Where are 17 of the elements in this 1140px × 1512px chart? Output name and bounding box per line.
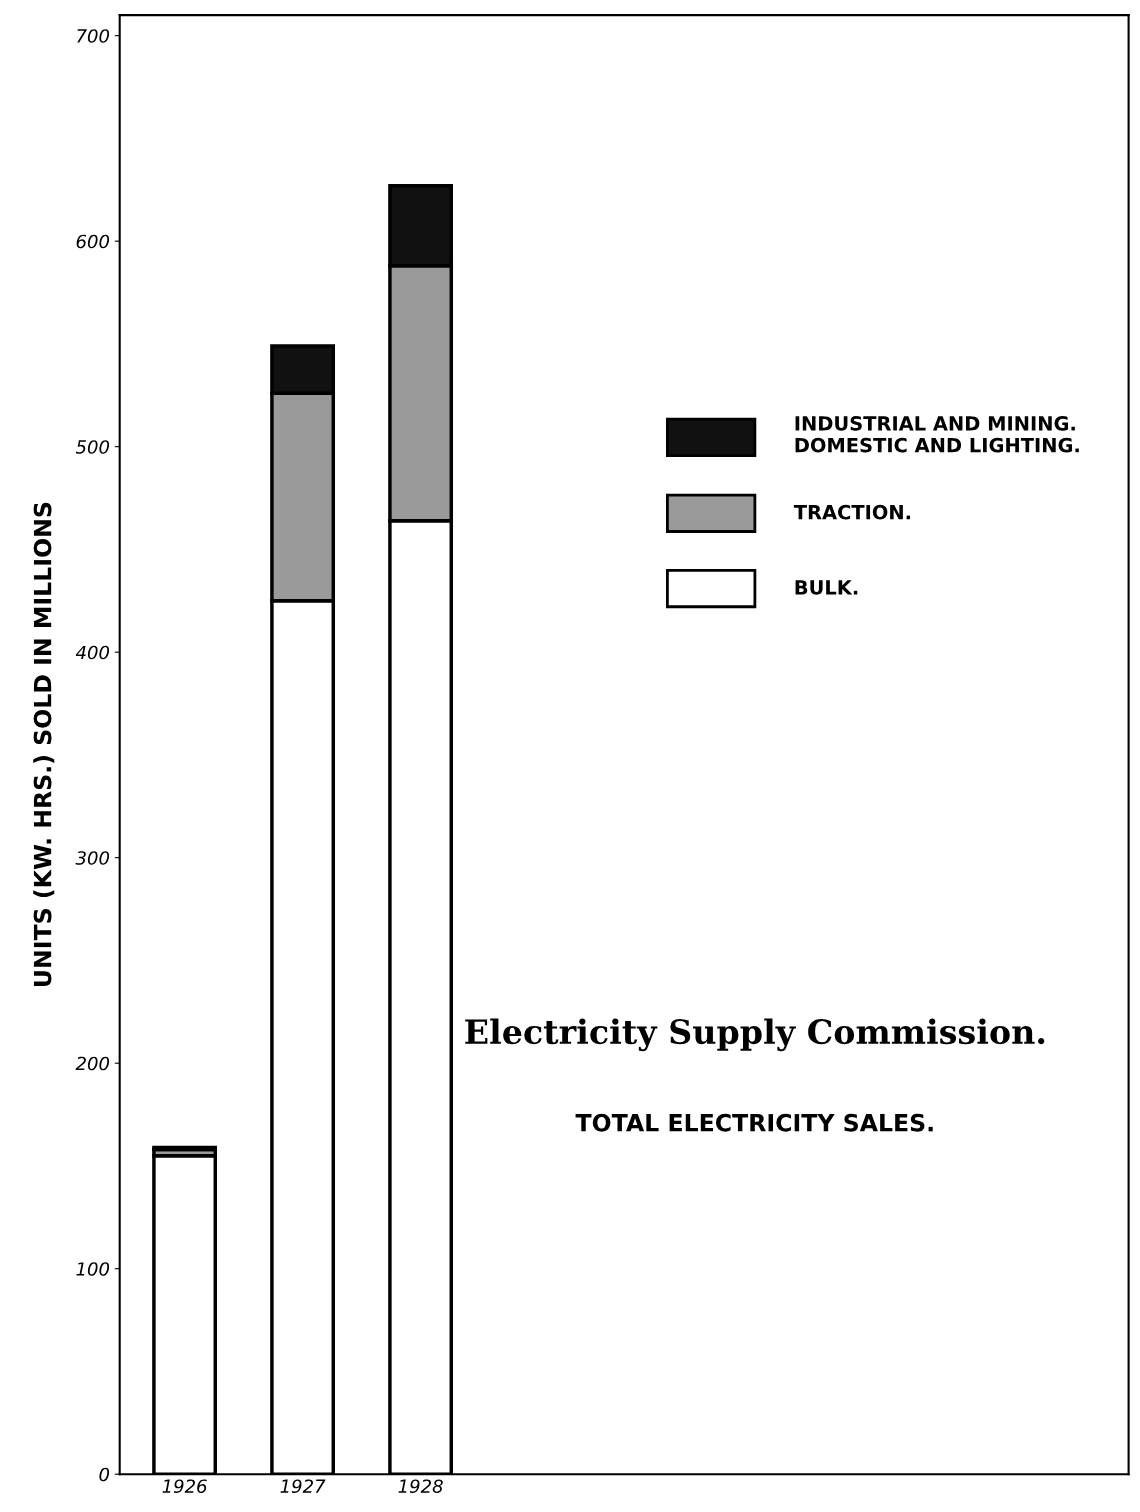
y-tick-label: 0 <box>99 1467 110 1482</box>
legend-label: BULK. <box>795 580 858 595</box>
y-tick-label: 400 <box>75 645 110 660</box>
text: TOTAL ELECTRICITY SALES. <box>575 1113 933 1132</box>
x-tick-label: 1926 <box>162 1479 207 1494</box>
y-tick-label: 200 <box>75 1056 110 1071</box>
x-tick-label: 1927 <box>280 1479 326 1494</box>
y-axis-title: UNITS (KW. HRS.) SOLD IN MILLIONS <box>33 502 55 987</box>
x-tick-label: 1928 <box>398 1479 443 1494</box>
legend-label: TRACTION. <box>793 504 911 520</box>
text: Electricity Supply Commission. <box>465 1018 1045 1052</box>
y-tick-label: 600 <box>76 234 110 249</box>
y-tick-label: 700 <box>77 29 110 43</box>
y-tick-label: 100 <box>76 1262 110 1276</box>
y-tick-label: 500 <box>75 440 110 454</box>
legend-label: INDUSTRIAL AND MINING. DOMESTIC AND LIGHTING. <box>795 416 1079 453</box>
y-tick-label: 300 <box>75 851 110 865</box>
